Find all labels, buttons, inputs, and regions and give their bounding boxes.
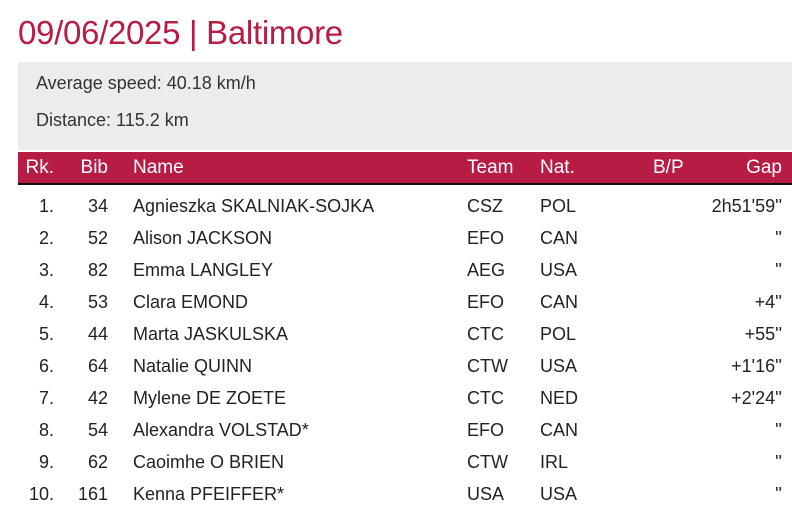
rank: 4. (38, 292, 54, 312)
table-row: 8. 54 Alexandra VOLSTAD* EFO CAN '' (18, 414, 792, 446)
team: EFO (467, 292, 505, 312)
bib: 34 (87, 196, 108, 216)
rank: Rk. (25, 157, 55, 178)
table-row: 10. 161 Kenna PFEIFFER* USA USA '' (18, 478, 792, 510)
gap: +2'24'' (731, 388, 782, 408)
nationality: POL (540, 324, 577, 344)
name: Natalie QUINN (133, 356, 253, 376)
bib: 82 (87, 260, 108, 280)
bib: 64 (87, 356, 108, 376)
rank: 3. (38, 260, 54, 280)
info-box: Average speed: 40.18 km/h Distance: 115.… (18, 62, 792, 150)
rank: 6. (38, 356, 54, 376)
nationality: CAN (540, 292, 579, 312)
name: Alexandra VOLSTAD* (133, 420, 309, 440)
gap: '' (775, 420, 782, 440)
name: Name (133, 157, 184, 178)
bib: 44 (87, 324, 108, 344)
table-row: 9. 62 Caoimhe O BRIEN CTW IRL '' (18, 446, 792, 478)
rank: 9. (38, 452, 54, 472)
nationality: USA (540, 260, 578, 280)
gap: '' (775, 484, 782, 504)
nationality: CAN (540, 420, 579, 440)
rank: 1. (38, 196, 54, 216)
nationality: NED (540, 388, 579, 408)
nationality: Nat. (540, 157, 575, 178)
rank: 2. (38, 228, 54, 248)
team: CTC (467, 324, 504, 344)
table-row: 6. 64 Natalie QUINN CTW USA +1'16'' (18, 350, 792, 382)
bib: 42 (87, 388, 108, 408)
team: Team (467, 157, 514, 178)
table-row: 5. 44 Marta JASKULSKA CTC POL +55'' (18, 318, 792, 350)
name: Alison JACKSON (133, 228, 273, 248)
gap: Gap (746, 157, 782, 178)
team: USA (467, 484, 505, 504)
bib: 54 (87, 420, 108, 440)
gap: '' (775, 452, 782, 472)
table-row: 4. 53 Clara EMOND EFO CAN +4'' (18, 286, 792, 318)
average-speed: Average speed: 40.18 km/h (36, 73, 256, 93)
gap: '' (775, 228, 782, 248)
name: Marta JASKULSKA (133, 324, 289, 344)
rank: 5. (38, 324, 54, 344)
bib: 161 (77, 484, 108, 504)
team: CTW (467, 452, 508, 472)
nationality: IRL (540, 452, 569, 472)
table-row: 2. 52 Alison JACKSON EFO CAN '' (18, 222, 792, 254)
team: EFO (467, 420, 505, 440)
table-row: 7. 42 Mylene DE ZOETE CTC NED +2'24'' (18, 382, 792, 414)
gap: 2h51'59'' (711, 196, 782, 216)
rank: 8. (38, 420, 54, 440)
gap: +1'16'' (731, 356, 782, 376)
team: CTC (467, 388, 504, 408)
table-header: Rk. Bib Name Team Nat. B/P Gap (18, 152, 792, 185)
team: CSZ (467, 196, 503, 216)
team: CTW (467, 356, 508, 376)
bonus: B/P (653, 157, 684, 178)
bib: 62 (87, 452, 108, 472)
name: Caoimhe O BRIEN (133, 452, 285, 472)
name: Clara EMOND (133, 292, 249, 312)
table-row: 1. 34 Agnieszka SKALNIAK-SOJKA CSZ POL 2h51'5… (18, 190, 792, 222)
nationality: POL (540, 196, 577, 216)
distance: Distance: 115.2 km (36, 110, 189, 130)
rank: 7. (38, 388, 54, 408)
name: Mylene DE ZOETE (133, 388, 287, 408)
team: EFO (467, 228, 505, 248)
gap: +4'' (754, 292, 782, 312)
table-row: 3. 82 Emma LANGLEY AEG USA '' (18, 254, 792, 286)
gap: '' (775, 260, 782, 280)
gap: +55'' (744, 324, 782, 344)
bib: 52 (87, 228, 108, 248)
page-title: 09/06/2025 | Baltimore (18, 14, 343, 51)
nationality: USA (540, 484, 578, 504)
name: Emma LANGLEY (133, 260, 274, 280)
nationality: CAN (540, 228, 579, 248)
name: Kenna PFEIFFER* (133, 484, 285, 504)
bib: Bib (80, 157, 108, 178)
bib: 53 (87, 292, 108, 312)
team: AEG (467, 260, 506, 280)
rank: 10. (28, 484, 54, 504)
name: Agnieszka SKALNIAK-SOJKA (133, 196, 375, 216)
nationality: USA (540, 356, 578, 376)
